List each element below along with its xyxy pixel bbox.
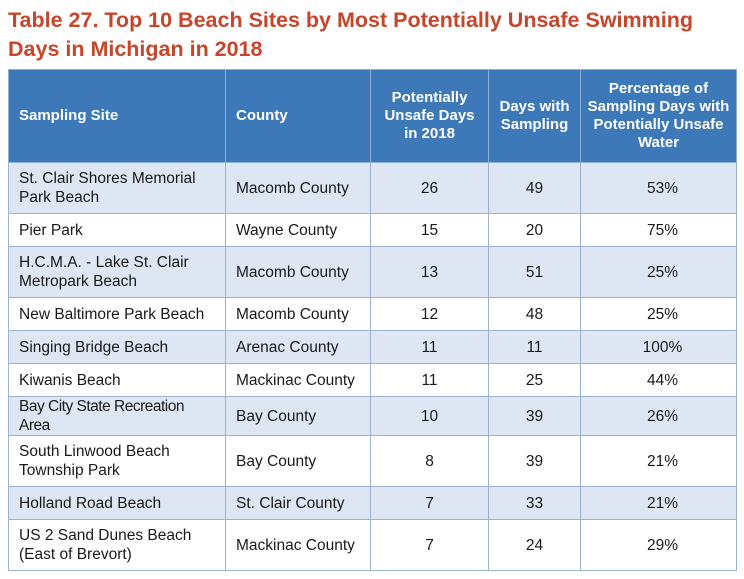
cell-county: Macomb County bbox=[225, 297, 371, 331]
cell-site: H.C.M.A. - Lake St. Clair Metropark Beac… bbox=[8, 246, 226, 298]
cell-percentage: 29% bbox=[580, 519, 737, 571]
cell-unsafe-days: 7 bbox=[370, 519, 489, 571]
cell-county: Arenac County bbox=[225, 330, 371, 364]
cell-unsafe-days: 26 bbox=[370, 162, 489, 214]
cell-unsafe-days: 11 bbox=[370, 363, 489, 397]
cell-percentage: 44% bbox=[580, 363, 737, 397]
table-row: St. Clair Shores Memorial Park Beach Mac… bbox=[8, 162, 737, 214]
table-row: Pier Park Wayne County 15 20 75% bbox=[8, 213, 737, 247]
cell-county: Macomb County bbox=[225, 246, 371, 298]
cell-county: Bay County bbox=[225, 435, 371, 487]
header-county: County bbox=[225, 69, 371, 163]
cell-site: Pier Park bbox=[8, 213, 226, 247]
cell-site: St. Clair Shores Memorial Park Beach bbox=[8, 162, 226, 214]
cell-site: Kiwanis Beach bbox=[8, 363, 226, 397]
cell-county: Wayne County bbox=[225, 213, 371, 247]
cell-county: Mackinac County bbox=[225, 519, 371, 571]
cell-site: South Linwood Beach Township Park bbox=[8, 435, 226, 487]
cell-days-sampling: 25 bbox=[488, 363, 581, 397]
cell-days-sampling: 20 bbox=[488, 213, 581, 247]
cell-county: Macomb County bbox=[225, 162, 371, 214]
cell-percentage: 21% bbox=[580, 486, 737, 520]
table-row: Holland Road Beach St. Clair County 7 33… bbox=[8, 486, 737, 520]
cell-site: Holland Road Beach bbox=[8, 486, 226, 520]
cell-percentage: 26% bbox=[580, 396, 737, 436]
cell-days-sampling: 48 bbox=[488, 297, 581, 331]
table-row: South Linwood Beach Township Park Bay Co… bbox=[8, 435, 737, 487]
header-unsafe-days: Potentially Unsafe Days in 2018 bbox=[370, 69, 489, 163]
cell-percentage: 100% bbox=[580, 330, 737, 364]
cell-county: Mackinac County bbox=[225, 363, 371, 397]
table-row: Bay City State Recreation Area Bay Count… bbox=[8, 396, 737, 436]
beach-sites-table: Sampling Site County Potentially Unsafe … bbox=[8, 69, 737, 571]
cell-unsafe-days: 10 bbox=[370, 396, 489, 436]
table-row: Singing Bridge Beach Arenac County 11 11… bbox=[8, 330, 737, 364]
cell-unsafe-days: 8 bbox=[370, 435, 489, 487]
cell-percentage: 21% bbox=[580, 435, 737, 487]
cell-percentage: 75% bbox=[580, 213, 737, 247]
cell-site: New Baltimore Park Beach bbox=[8, 297, 226, 331]
cell-percentage: 25% bbox=[580, 297, 737, 331]
cell-percentage: 53% bbox=[580, 162, 737, 214]
cell-unsafe-days: 13 bbox=[370, 246, 489, 298]
header-percentage: Percentage of Sampling Days with Potenti… bbox=[580, 69, 737, 163]
header-row: Sampling Site County Potentially Unsafe … bbox=[8, 69, 737, 163]
cell-days-sampling: 24 bbox=[488, 519, 581, 571]
cell-days-sampling: 11 bbox=[488, 330, 581, 364]
cell-days-sampling: 51 bbox=[488, 246, 581, 298]
table-row: New Baltimore Park Beach Macomb County 1… bbox=[8, 297, 737, 331]
header-sampling-site: Sampling Site bbox=[8, 69, 226, 163]
table-row: H.C.M.A. - Lake St. Clair Metropark Beac… bbox=[8, 246, 737, 298]
cell-unsafe-days: 12 bbox=[370, 297, 489, 331]
cell-site: US 2 Sand Dunes Beach (East of Brevort) bbox=[8, 519, 226, 571]
table-title: Table 27. Top 10 Beach Sites by Most Pot… bbox=[8, 8, 693, 61]
cell-unsafe-days: 7 bbox=[370, 486, 489, 520]
cell-days-sampling: 33 bbox=[488, 486, 581, 520]
cell-unsafe-days: 15 bbox=[370, 213, 489, 247]
cell-county: St. Clair County bbox=[225, 486, 371, 520]
cell-days-sampling: 39 bbox=[488, 396, 581, 436]
cell-site: Bay City State Recreation Area bbox=[8, 396, 226, 436]
cell-site: Singing Bridge Beach bbox=[8, 330, 226, 364]
cell-unsafe-days: 11 bbox=[370, 330, 489, 364]
cell-days-sampling: 49 bbox=[488, 162, 581, 214]
cell-percentage: 25% bbox=[580, 246, 737, 298]
table-row: Kiwanis Beach Mackinac County 11 25 44% bbox=[8, 363, 737, 397]
cell-days-sampling: 39 bbox=[488, 435, 581, 487]
header-days-sampling: Days with Sampling bbox=[488, 69, 581, 163]
cell-county: Bay County bbox=[225, 396, 371, 436]
table-row: US 2 Sand Dunes Beach (East of Brevort) … bbox=[8, 519, 737, 571]
